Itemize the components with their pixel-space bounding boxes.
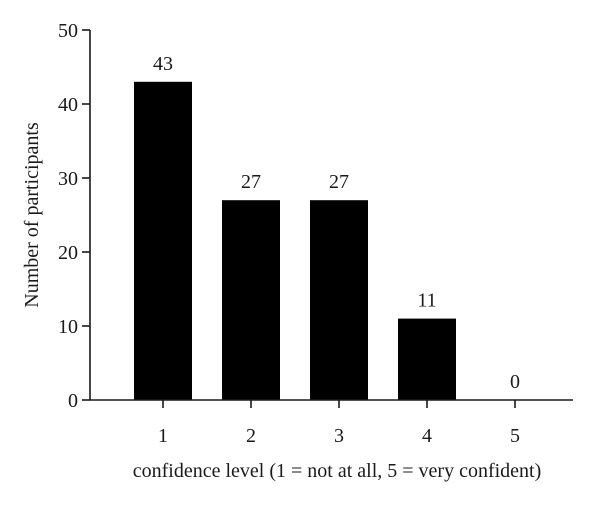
x-axis-title: confidence level (1 = not at all, 5 = ve…	[133, 460, 542, 482]
x-ticks-layer: 1 2 3 4 5	[158, 400, 520, 447]
axes-layer	[89, 30, 573, 401]
x-tick-label-4: 4	[422, 425, 432, 447]
data-label-4: 11	[417, 290, 436, 312]
bars-layer	[134, 81, 456, 401]
y-axis-title: Number of participants	[21, 122, 43, 308]
data-label-5: 0	[510, 371, 520, 393]
x-tick-label-5: 5	[510, 425, 520, 447]
x-tick-label-1: 1	[158, 425, 168, 447]
y-tick-label-30: 30	[58, 168, 78, 190]
bar-4	[398, 318, 456, 400]
y-tick-label-50: 50	[58, 20, 78, 42]
bar-1	[134, 81, 192, 401]
x-tick-label-3: 3	[334, 425, 344, 447]
y-tick-label-10: 10	[58, 316, 78, 338]
y-tick-label-20: 20	[58, 242, 78, 264]
data-labels-layer: 43 27 27 11 0	[153, 53, 520, 393]
y-tick-label-0: 0	[68, 390, 78, 412]
y-ticks-layer: 0 10 20 30 40 50	[58, 20, 90, 412]
data-label-1: 43	[153, 53, 173, 75]
y-tick-label-40: 40	[58, 94, 78, 116]
data-label-3: 27	[329, 171, 349, 193]
data-label-2: 27	[241, 171, 261, 193]
bar-3	[310, 200, 368, 400]
x-tick-label-2: 2	[246, 425, 256, 447]
bar-2	[222, 200, 280, 400]
